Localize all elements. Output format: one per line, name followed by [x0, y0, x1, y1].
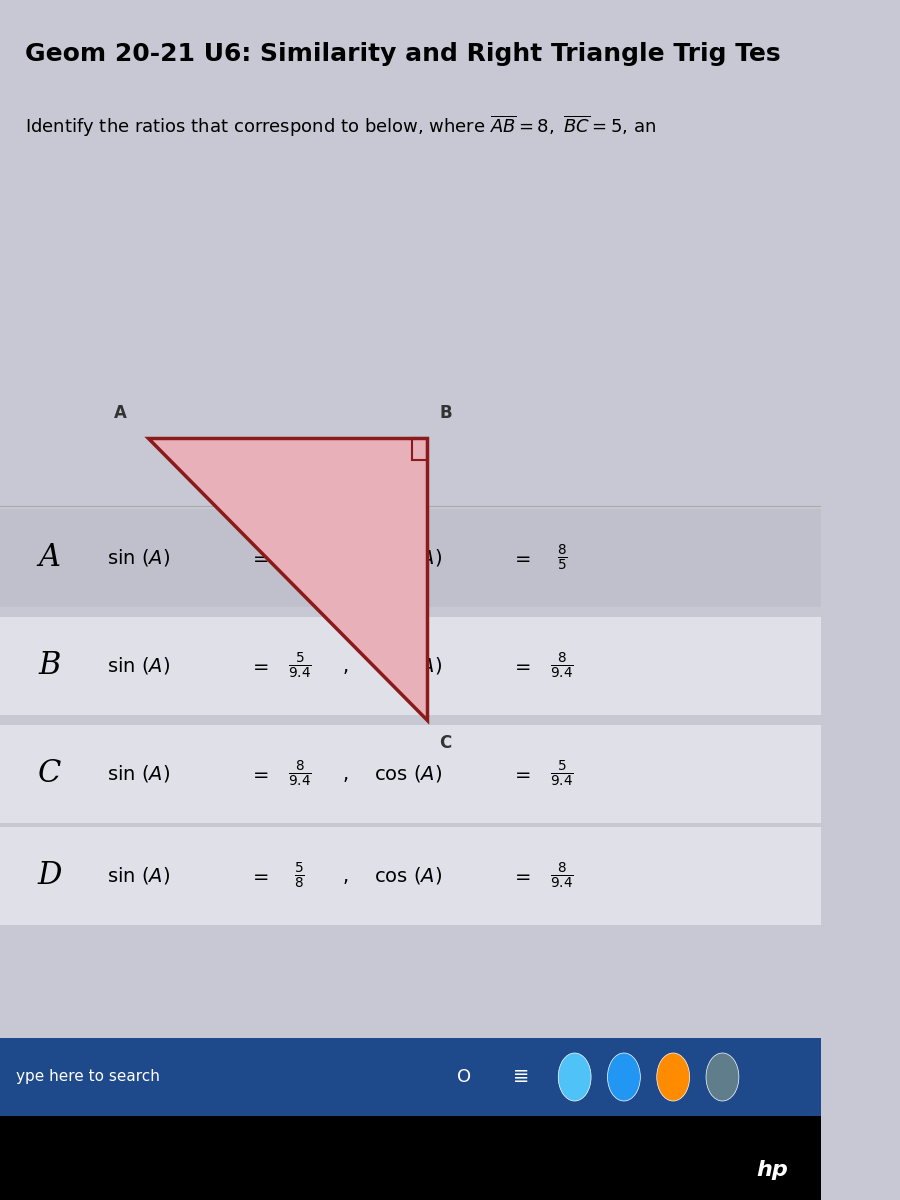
Text: $\mathrm{sin}\ (A)$: $\mathrm{sin}\ (A)$: [107, 763, 170, 785]
FancyBboxPatch shape: [0, 1116, 821, 1200]
Text: $\frac{8}{9.4}$: $\frac{8}{9.4}$: [288, 758, 311, 790]
Text: $\mathrm{cos}\ (A)$: $\mathrm{cos}\ (A)$: [374, 763, 442, 785]
Text: $\frac{5}{9.4}$: $\frac{5}{9.4}$: [288, 650, 311, 682]
FancyBboxPatch shape: [0, 617, 821, 715]
FancyBboxPatch shape: [0, 827, 821, 925]
Polygon shape: [148, 438, 427, 720]
Text: $,$: $,$: [342, 866, 348, 886]
Text: $\frac{5}{9.4}$: $\frac{5}{9.4}$: [551, 758, 574, 790]
Text: A: A: [39, 542, 60, 574]
Text: B: B: [38, 650, 60, 682]
Text: $\mathrm{sin}\ (A)$: $\mathrm{sin}\ (A)$: [107, 655, 170, 677]
Text: D: D: [37, 860, 61, 892]
Text: $=$: $=$: [511, 548, 531, 568]
Text: $\frac{8}{9.4}$: $\frac{8}{9.4}$: [551, 650, 574, 682]
Text: $\frac{8}{9.4}$: $\frac{8}{9.4}$: [551, 860, 574, 892]
Text: ≣: ≣: [513, 1068, 529, 1086]
Circle shape: [558, 1054, 591, 1102]
Circle shape: [706, 1054, 739, 1102]
Text: $=$: $=$: [248, 656, 269, 676]
FancyBboxPatch shape: [0, 509, 821, 607]
Text: $\frac{8}{5}$: $\frac{8}{5}$: [557, 542, 568, 574]
Circle shape: [657, 1054, 689, 1102]
Text: ype here to search: ype here to search: [16, 1069, 160, 1085]
Text: $\mathrm{cos}\ (A)$: $\mathrm{cos}\ (A)$: [374, 655, 442, 677]
Text: $,$: $,$: [342, 764, 348, 784]
Text: $=$: $=$: [248, 866, 269, 886]
Text: Identify the ratios that correspond to below, where $\overline{AB} = 8,\ \overli: Identify the ratios that correspond to b…: [24, 114, 656, 139]
Text: B: B: [439, 404, 452, 422]
Text: $\mathrm{cos}\ (A)$: $\mathrm{cos}\ (A)$: [374, 547, 442, 569]
Text: $=$: $=$: [511, 656, 531, 676]
Text: O: O: [457, 1068, 471, 1086]
Text: $\frac{5}{9.4}$: $\frac{5}{9.4}$: [288, 542, 311, 574]
Text: $=$: $=$: [248, 548, 269, 568]
Text: $\frac{5}{8}$: $\frac{5}{8}$: [294, 860, 305, 892]
Text: $=$: $=$: [248, 764, 269, 784]
FancyBboxPatch shape: [0, 725, 821, 823]
Text: Geom 20-21 U6: Similarity and Right Triangle Trig Tes: Geom 20-21 U6: Similarity and Right Tria…: [24, 42, 780, 66]
Text: $,$: $,$: [342, 656, 348, 676]
Text: C: C: [439, 734, 452, 752]
Text: C: C: [38, 758, 61, 790]
Text: $\mathrm{sin}\ (A)$: $\mathrm{sin}\ (A)$: [107, 865, 170, 887]
Text: hp: hp: [756, 1160, 788, 1180]
Text: $\mathrm{sin}\ (A)$: $\mathrm{sin}\ (A)$: [107, 547, 170, 569]
Text: $\mathrm{cos}\ (A)$: $\mathrm{cos}\ (A)$: [374, 865, 442, 887]
Text: $=$: $=$: [511, 764, 531, 784]
FancyBboxPatch shape: [0, 1038, 821, 1116]
Text: $,$: $,$: [342, 548, 348, 568]
Text: $=$: $=$: [511, 866, 531, 886]
Circle shape: [608, 1054, 640, 1102]
Text: A: A: [114, 404, 127, 422]
